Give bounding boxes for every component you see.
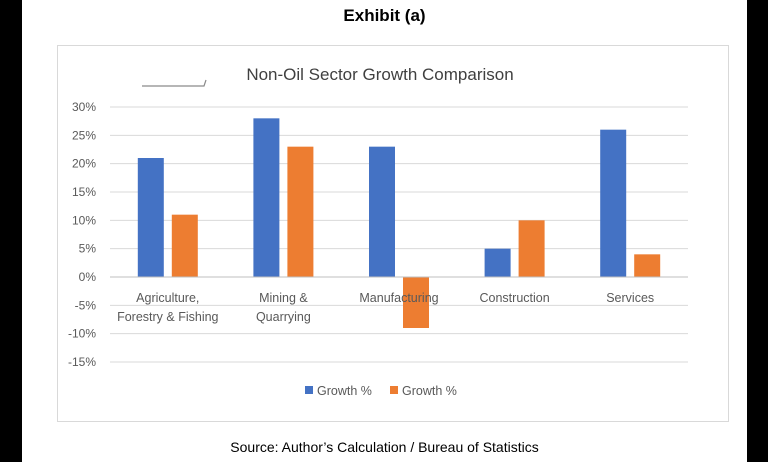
bar-series1 [253, 118, 280, 277]
y-tick-label: 20% [72, 157, 96, 171]
bar-series2 [518, 220, 545, 277]
legend-swatch [305, 386, 313, 394]
y-tick-label: 10% [72, 213, 96, 227]
legend-label: Growth % [402, 384, 457, 398]
y-tick-label: -10% [68, 327, 96, 341]
y-tick-label: -15% [68, 355, 96, 369]
bar-series1 [484, 248, 511, 277]
bar-series2 [403, 277, 429, 328]
bar-series1 [369, 146, 395, 277]
bar-series2 [287, 146, 314, 277]
bar-series1 [137, 158, 164, 277]
category-label: Services [606, 291, 654, 305]
category-label: Construction [480, 291, 550, 305]
category-label: Quarrying [256, 310, 311, 324]
y-tick-label: 15% [72, 185, 96, 199]
y-tick-label: -5% [75, 298, 97, 312]
legend-swatch [390, 386, 398, 394]
y-tick-label: 25% [72, 128, 96, 142]
y-tick-label: 0% [79, 270, 97, 284]
category-label: Agriculture, [136, 291, 199, 305]
source-note: Source: Author’s Calculation / Bureau of… [230, 439, 539, 455]
exhibit-title: Exhibit (a) [343, 6, 426, 25]
bar-series1 [600, 129, 627, 277]
y-tick-label: 30% [72, 100, 96, 114]
category-label: Mining & [259, 291, 308, 305]
category-label: Forestry & Fishing [117, 310, 218, 324]
bar-series2 [171, 214, 198, 277]
bar-series2 [634, 254, 661, 277]
chart-title: Non-Oil Sector Growth Comparison [246, 65, 513, 84]
pen-mark [142, 79, 207, 87]
category-label: Manufacturing [359, 291, 438, 305]
legend-label: Growth % [317, 384, 372, 398]
y-tick-label: 5% [79, 242, 97, 256]
